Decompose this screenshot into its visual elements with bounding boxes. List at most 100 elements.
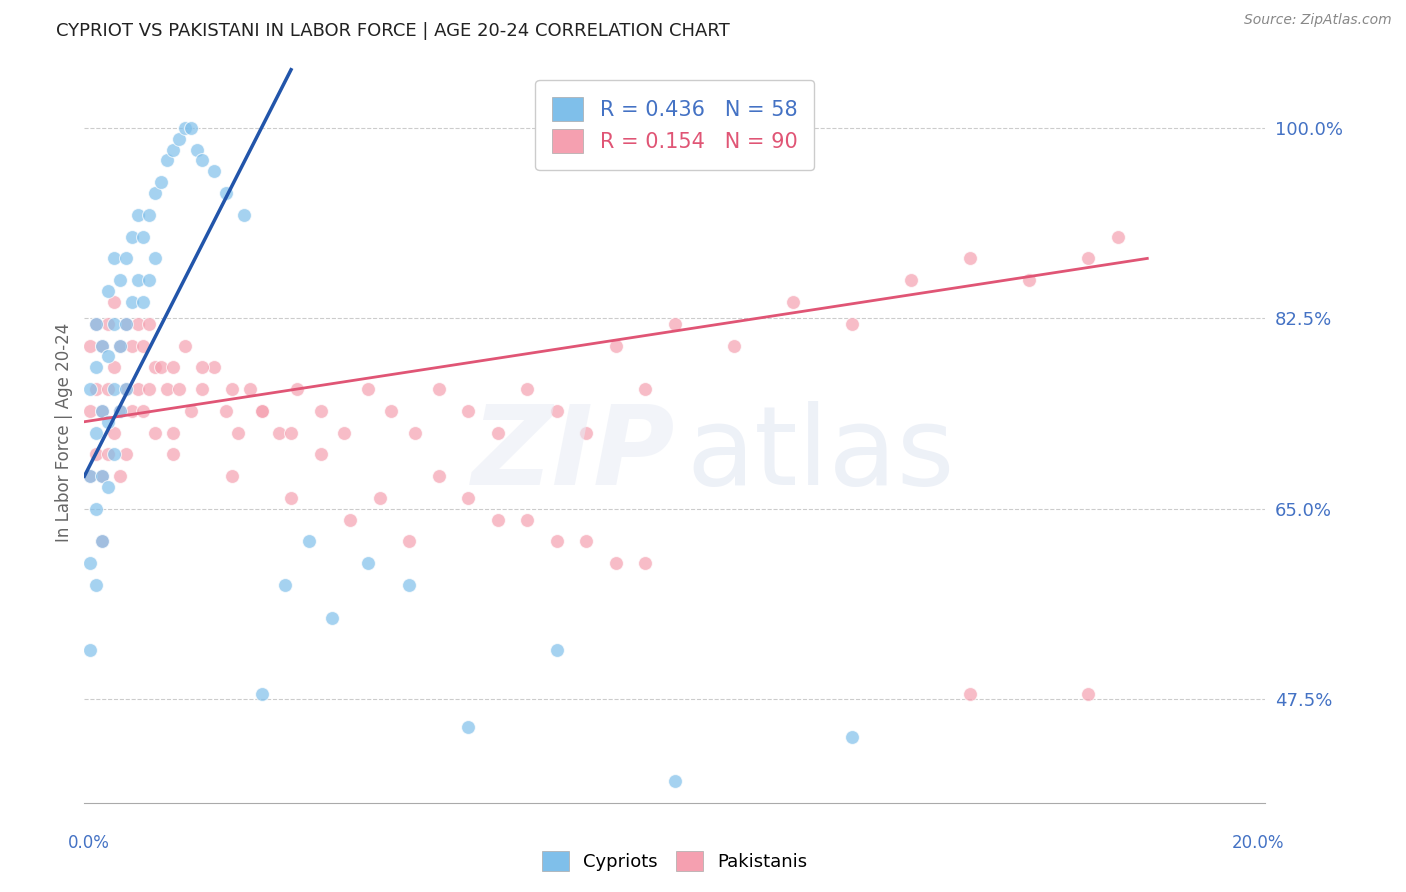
Point [103, 252, 125, 266]
Point [150, 175, 173, 189]
Point [156, 382, 179, 396]
Point [280, 425, 302, 440]
Point [150, 360, 173, 375]
Point [180, 120, 202, 135]
Point [232, 208, 254, 222]
Point [114, 317, 136, 331]
Point [103, 360, 125, 375]
Point [900, 273, 922, 287]
Point [221, 382, 243, 396]
Point [162, 425, 184, 440]
Point [546, 534, 568, 549]
Point [79, 469, 101, 483]
Point [664, 317, 686, 331]
Point [1018, 273, 1040, 287]
Point [103, 382, 125, 396]
Point [91, 338, 114, 352]
Point [162, 360, 184, 375]
Point [91, 404, 114, 418]
Point [121, 295, 143, 310]
Point [634, 556, 657, 570]
Point [121, 229, 143, 244]
Point [138, 382, 160, 396]
Point [274, 578, 297, 592]
Point [97, 284, 120, 298]
Point [108, 338, 131, 352]
Point [121, 338, 143, 352]
Point [138, 317, 160, 331]
Text: ZIP: ZIP [471, 401, 675, 508]
Point [1077, 687, 1099, 701]
Point [91, 404, 114, 418]
Point [575, 425, 598, 440]
Point [84, 578, 107, 592]
Text: 20.0%: 20.0% [1232, 834, 1285, 852]
Point [97, 317, 120, 331]
Text: CYPRIOT VS PAKISTANI IN LABOR FORCE | AGE 20-24 CORRELATION CHART: CYPRIOT VS PAKISTANI IN LABOR FORCE | AG… [56, 22, 730, 40]
Point [84, 382, 107, 396]
Point [79, 404, 101, 418]
Point [333, 425, 356, 440]
Point [486, 513, 509, 527]
Point [127, 273, 149, 287]
Point [108, 338, 131, 352]
Point [97, 415, 120, 429]
Point [516, 382, 538, 396]
Point [127, 208, 149, 222]
Point [143, 252, 166, 266]
Point [132, 404, 155, 418]
Point [250, 404, 273, 418]
Point [841, 731, 863, 745]
Point [84, 360, 107, 375]
Point [1077, 252, 1099, 266]
Point [132, 229, 155, 244]
Point [162, 447, 184, 461]
Point [162, 143, 184, 157]
Point [457, 491, 479, 505]
Point [132, 295, 155, 310]
Point [173, 120, 195, 135]
Point [368, 491, 391, 505]
Point [138, 273, 160, 287]
Point [108, 404, 131, 418]
Point [97, 382, 120, 396]
Point [215, 186, 238, 200]
Point [143, 425, 166, 440]
Point [202, 360, 225, 375]
Point [121, 404, 143, 418]
Point [167, 131, 190, 145]
Point [546, 404, 568, 418]
Point [546, 643, 568, 657]
Y-axis label: In Labor Force | Age 20-24: In Labor Force | Age 20-24 [55, 323, 73, 542]
Text: atlas: atlas [686, 401, 955, 508]
Point [339, 513, 361, 527]
Point [103, 447, 125, 461]
Point [79, 556, 101, 570]
Point [269, 425, 291, 440]
Text: 0.0%: 0.0% [67, 834, 110, 852]
Point [309, 447, 332, 461]
Point [156, 153, 179, 168]
Point [143, 360, 166, 375]
Point [132, 338, 155, 352]
Point [280, 491, 302, 505]
Point [97, 447, 120, 461]
Point [108, 469, 131, 483]
Point [138, 208, 160, 222]
Point [127, 317, 149, 331]
Point [180, 404, 202, 418]
Legend: Cypriots, Pakistanis: Cypriots, Pakistanis [534, 844, 815, 879]
Point [114, 447, 136, 461]
Point [127, 382, 149, 396]
Point [191, 382, 214, 396]
Point [114, 382, 136, 396]
Point [357, 556, 380, 570]
Point [516, 513, 538, 527]
Point [186, 143, 208, 157]
Point [634, 382, 657, 396]
Point [457, 404, 479, 418]
Point [404, 425, 426, 440]
Point [91, 469, 114, 483]
Point [191, 360, 214, 375]
Point [321, 611, 343, 625]
